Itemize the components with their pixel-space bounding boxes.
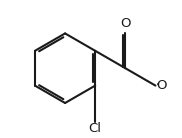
Text: Cl: Cl bbox=[89, 122, 102, 135]
Text: O: O bbox=[120, 17, 130, 30]
Text: O: O bbox=[156, 79, 167, 92]
